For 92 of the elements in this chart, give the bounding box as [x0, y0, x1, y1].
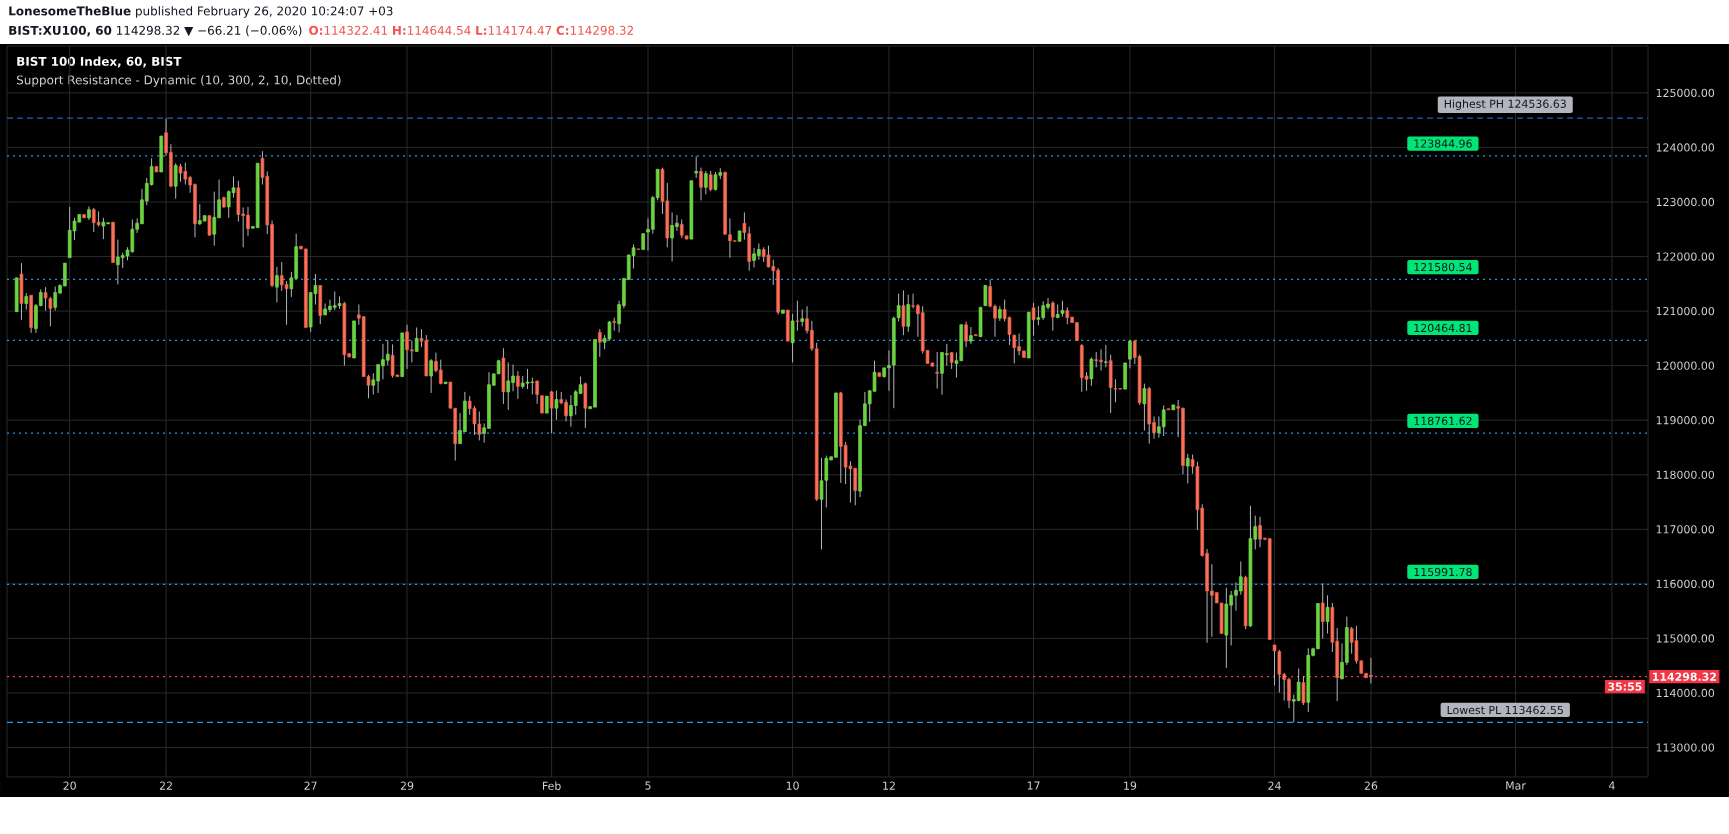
- candlestick: [708, 170, 713, 192]
- y-tick-label: 115000.00: [1656, 634, 1715, 643]
- candlestick: [1104, 344, 1108, 368]
- x-tick-label: Feb: [542, 781, 561, 790]
- ref-line-label: 120464.81: [1414, 323, 1472, 333]
- candlestick: [901, 289, 906, 336]
- ref-line-label: 118761.62: [1414, 416, 1472, 425]
- candlestick: [438, 359, 443, 385]
- y-tick-label: 119000.00: [1656, 416, 1715, 425]
- candlestick: [819, 457, 824, 550]
- candlestick: [1089, 356, 1094, 387]
- candlestick: [1036, 305, 1041, 326]
- y-tick-label: 117000.00: [1656, 525, 1715, 534]
- ref-line-label: 121580.54: [1414, 262, 1472, 272]
- candlestick: [1325, 594, 1330, 635]
- candlestick: [1296, 667, 1301, 702]
- text: BIST 100 Index, 60, BIST: [17, 56, 182, 68]
- x-tick-label: 5: [645, 781, 651, 790]
- ref-line-label: 115991.78: [1414, 567, 1472, 577]
- y-tick-label: 114000.00: [1656, 688, 1715, 698]
- x-tick-label: 27: [304, 781, 317, 790]
- candlestick: [212, 191, 217, 247]
- y-tick-label: 116000.00: [1656, 579, 1715, 589]
- candlestick: [1320, 582, 1325, 639]
- candlestick: [535, 380, 539, 405]
- x-tick-label: 17: [1027, 781, 1040, 790]
- x-tick-label: 20: [63, 781, 76, 790]
- candlestick: [429, 358, 433, 394]
- candlestick: [713, 171, 718, 192]
- y-tick-label: 118000.00: [1656, 470, 1715, 479]
- x-tick-label: 4: [1608, 781, 1615, 790]
- candlestick: [896, 293, 901, 322]
- x-tick-label: 26: [1364, 781, 1378, 790]
- candlestick: [506, 361, 511, 411]
- x-tick-label: 29: [400, 781, 414, 790]
- candlestick: [906, 294, 911, 333]
- text: LonesomeTheBlue published February 26, 2020 10:24:07 +03: [9, 6, 393, 18]
- candlestick: [1301, 675, 1306, 706]
- candlestick: [795, 300, 800, 332]
- ref-line-label: Highest PH 124536.63: [1444, 99, 1566, 111]
- candlestick: [549, 390, 554, 434]
- candlestick: [43, 286, 48, 312]
- y-tick-label: 121000.00: [1656, 306, 1715, 316]
- candlestick: [516, 370, 520, 400]
- candlestick: [53, 286, 58, 312]
- candlestick: [1272, 644, 1277, 686]
- annotation: 35:55: [1608, 682, 1642, 691]
- candlestick: [983, 284, 988, 307]
- candlestick: [1185, 453, 1190, 484]
- candlestick: [935, 351, 939, 390]
- text: BIST:XU100, 60 114298.32 ▼ −66.21 (−0.06%): [9, 25, 302, 37]
- candlestick: [390, 343, 395, 379]
- x-tick-label: Mar: [1506, 781, 1526, 790]
- y-tick-label: 123000.00: [1656, 197, 1715, 207]
- candlestick: [704, 170, 708, 195]
- candlestick: [1031, 302, 1036, 337]
- candlestick: [699, 167, 703, 201]
- y-tick-label: 122000.00: [1656, 252, 1715, 261]
- candlestick: [1128, 339, 1132, 369]
- candlestick: [1142, 383, 1147, 432]
- x-tick-label: 19: [1124, 781, 1137, 790]
- candlestick: [525, 368, 530, 390]
- candlestick: [969, 326, 973, 345]
- candlestick: [1051, 300, 1055, 332]
- x-tick-label: 22: [159, 781, 172, 790]
- candlestick: [173, 162, 178, 200]
- ref-line-label: 114298.32: [1652, 672, 1716, 681]
- x-tick-label: 12: [883, 781, 895, 790]
- y-tick-label: 124000.00: [1656, 143, 1715, 152]
- text: Support Resistance - Dynamic (10, 300, 2, 10, Dotted): [17, 75, 341, 87]
- candlestick: [598, 328, 602, 358]
- candlestick: [385, 339, 390, 366]
- x-tick-label: 24: [1268, 781, 1281, 790]
- y-tick-label: 113000.00: [1656, 743, 1715, 752]
- x-tick-label: 10: [786, 781, 799, 790]
- candlestick: [1113, 378, 1118, 403]
- y-tick-label: 120000.00: [1656, 361, 1715, 370]
- candlestick: [101, 217, 106, 240]
- candlestick: [694, 155, 698, 179]
- ref-line-label: Lowest PL 113462.55: [1447, 705, 1563, 715]
- y-tick-label: 125000.00: [1656, 88, 1715, 98]
- candlestick: [742, 211, 747, 241]
- candlestick: [554, 390, 559, 421]
- candlestick: [964, 320, 968, 348]
- candlestick: [207, 215, 212, 236]
- candlestick: [1161, 404, 1166, 437]
- text: O:114322.41 H:114644.54 L:114174.47 C:114298.32: [309, 25, 633, 35]
- ref-line-label: 123844.96: [1414, 139, 1472, 148]
- candlestick: [766, 245, 771, 268]
- candlestick: [414, 326, 419, 352]
- candlestick: [790, 313, 795, 363]
- candlestick: [275, 266, 279, 303]
